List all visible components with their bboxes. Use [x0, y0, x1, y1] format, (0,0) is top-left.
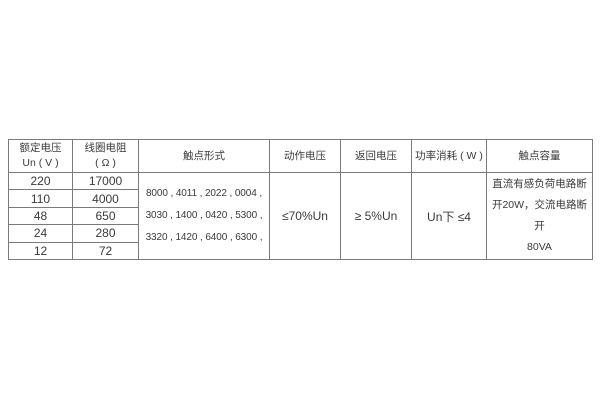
power-consumption-cell: Un下 ≤4: [411, 172, 487, 260]
return-voltage-cell: ≥ 5%Un: [340, 172, 412, 260]
header-rated-voltage: 额定电压 Un ( V ): [8, 139, 73, 173]
coil-resistance-cell: 4000: [72, 189, 139, 208]
rated-voltage-cell: 110: [8, 189, 73, 208]
rated-voltage-cell: 24: [8, 224, 73, 243]
header-return-voltage: 返回电压: [340, 139, 412, 173]
rated-voltage-cell: 220: [8, 171, 73, 191]
coil-resistance-cell: 17000: [72, 171, 139, 191]
header-row: 额定电压 Un ( V ) 线圈电阻 ( Ω ) 触点形式 动作电压 返回电压 …: [8, 139, 593, 173]
coil-resistance-cell: 280: [72, 224, 139, 243]
header-operate-voltage: 动作电压: [269, 139, 341, 173]
operate-voltage-cell: ≤70%Un: [269, 172, 341, 260]
table-row: 12 72: [8, 241, 593, 261]
rated-voltage-cell: 12: [8, 241, 73, 261]
table-row: 24 280: [8, 224, 593, 243]
coil-resistance-cell: 650: [72, 206, 139, 226]
contact-capacity-cell: 直流有感负荷电路断 开20W，交流电路断开 80VA: [486, 172, 593, 260]
coil-resistance-cell: 72: [72, 241, 139, 261]
table-row: 220 17000 8000 , 4011 , 2022 , 0004 , 30…: [8, 171, 593, 260]
rated-voltage-cell: 48: [8, 206, 73, 226]
header-coil-resistance: 线圈电阻 ( Ω ): [72, 139, 139, 173]
relay-spec-table: 额定电压 Un ( V ) 线圈电阻 ( Ω ) 触点形式 动作电压 返回电压 …: [8, 139, 593, 261]
header-contact-capacity: 触点容量: [486, 139, 593, 173]
contact-forms-cell: 8000 , 4011 , 2022 , 0004 , 3030 , 1400 …: [138, 172, 270, 260]
header-power-consumption: 功率消耗 ( W ): [411, 139, 487, 173]
header-contact-form: 触点形式: [138, 139, 270, 173]
